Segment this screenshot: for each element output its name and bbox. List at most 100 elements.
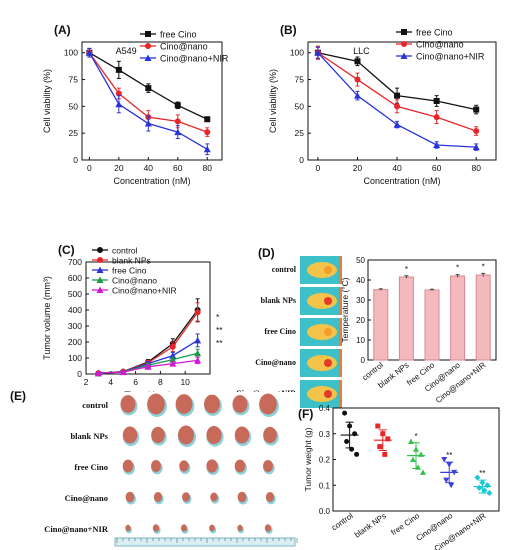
- significance-mark: *: [405, 265, 408, 274]
- data-point: [479, 479, 486, 486]
- data-point: [473, 128, 480, 135]
- y-tick-label: 100: [64, 48, 78, 58]
- bar: [424, 289, 440, 361]
- y-tick-label: 500: [68, 289, 82, 299]
- tumor-sample: [150, 460, 162, 472]
- image-row-label: blank NPs: [261, 296, 296, 305]
- tumor-sample: [122, 459, 134, 473]
- tumor-sample: [265, 492, 275, 502]
- y-tick-label: 75: [295, 75, 305, 85]
- tumor-sample: [153, 492, 163, 502]
- data-point: [451, 469, 458, 476]
- tumor-sample: [206, 459, 218, 473]
- bar: [373, 289, 389, 361]
- tumor-sample: [234, 459, 246, 473]
- color-scale-bar: [339, 256, 342, 284]
- significance-mark: **: [446, 451, 452, 460]
- legend-marker: [401, 41, 407, 47]
- tumor-sample: [125, 491, 135, 503]
- ruler: [114, 537, 296, 547]
- y-tick-label: 0: [73, 155, 78, 165]
- significance-mark: *: [414, 432, 417, 441]
- image-row-label: free Cino: [264, 327, 296, 336]
- y-tick-label: 0: [299, 155, 304, 165]
- tumor-sample: [151, 426, 165, 444]
- image-row-label: Cino@nano: [255, 358, 296, 367]
- color-scale-bar: [339, 349, 342, 377]
- data-point: [347, 423, 353, 429]
- data-point: [169, 356, 177, 363]
- y-tick-label: 30: [356, 296, 365, 305]
- data-point: [342, 410, 348, 416]
- legend-marker: [144, 54, 152, 61]
- y-axis-label: Tumor weight (g): [303, 427, 313, 491]
- significance-mark: *: [482, 262, 485, 271]
- y-tick-label: 100: [290, 48, 304, 58]
- data-point: [145, 85, 152, 92]
- data-point: [382, 451, 388, 457]
- tumor-sample: [178, 425, 194, 445]
- data-point: [314, 49, 322, 56]
- data-point: [486, 489, 493, 496]
- color-scale-bar: [339, 380, 342, 408]
- y-tick-label: 50: [356, 256, 365, 265]
- y-tick-label: 0: [77, 369, 82, 379]
- tumor-sample: [234, 426, 250, 444]
- tumor-sample: [180, 524, 188, 532]
- data-point: [194, 356, 202, 364]
- mouse-body: [307, 324, 337, 340]
- legend-marker: [96, 286, 104, 293]
- data-point: [349, 446, 355, 452]
- data-point: [144, 363, 152, 370]
- hotspot: [324, 328, 332, 336]
- tumor-row-label: free Cino: [74, 462, 108, 472]
- x-tick-label: 10: [180, 377, 190, 387]
- bar: [450, 275, 466, 361]
- y-tick-label: 25: [295, 128, 305, 138]
- y-axis-label: Cell viability (%): [268, 69, 278, 133]
- data-point: [433, 98, 440, 104]
- data-point: [204, 116, 211, 123]
- tumor-row-label: Cino@nano+NIR: [44, 524, 109, 534]
- data-point: [85, 49, 93, 56]
- data-point: [473, 106, 480, 113]
- data-point: [169, 343, 176, 350]
- data-point: [441, 457, 448, 463]
- data-point: [375, 423, 381, 429]
- data-point: [354, 58, 361, 65]
- mouse-body: [307, 293, 337, 309]
- x-tick-label: 40: [392, 163, 402, 173]
- y-tick-label: 0.3: [319, 430, 331, 439]
- panel-label: (A): [54, 23, 71, 37]
- legend-entry: free Cino: [112, 266, 147, 276]
- data-point: [394, 92, 401, 99]
- bar: [398, 276, 414, 361]
- tumor-row-label: control: [82, 400, 108, 410]
- panel-label: (E): [10, 389, 26, 403]
- legend-marker: [400, 52, 408, 59]
- panel-0: (A) A549 0 20 40 60 80 0 25 50 75 100 Concentration …: [42, 23, 229, 186]
- data-point: [194, 336, 202, 344]
- tumor-sample: [182, 492, 190, 502]
- chart-title: A549: [116, 46, 137, 56]
- data-point: [194, 349, 202, 357]
- x-tick-label: 60: [432, 163, 442, 173]
- x-tick-label: 2: [84, 377, 89, 387]
- data-point: [354, 451, 360, 457]
- data-point: [474, 474, 481, 481]
- y-tick-label: 0.0: [319, 507, 331, 516]
- hotspot: [324, 266, 332, 274]
- data-point: [203, 145, 211, 153]
- data-point: [94, 369, 102, 377]
- plot-frame: [81, 41, 223, 161]
- data-point: [394, 103, 401, 110]
- y-tick-label: 300: [68, 321, 82, 331]
- tumor-sample: [204, 394, 220, 414]
- data-point: [380, 431, 386, 437]
- data-point: [174, 128, 182, 136]
- tumor-sample: [152, 524, 160, 532]
- data-point: [446, 462, 453, 468]
- x-tick-label: control: [330, 511, 355, 532]
- legend-marker: [145, 31, 151, 37]
- data-point: [433, 141, 441, 148]
